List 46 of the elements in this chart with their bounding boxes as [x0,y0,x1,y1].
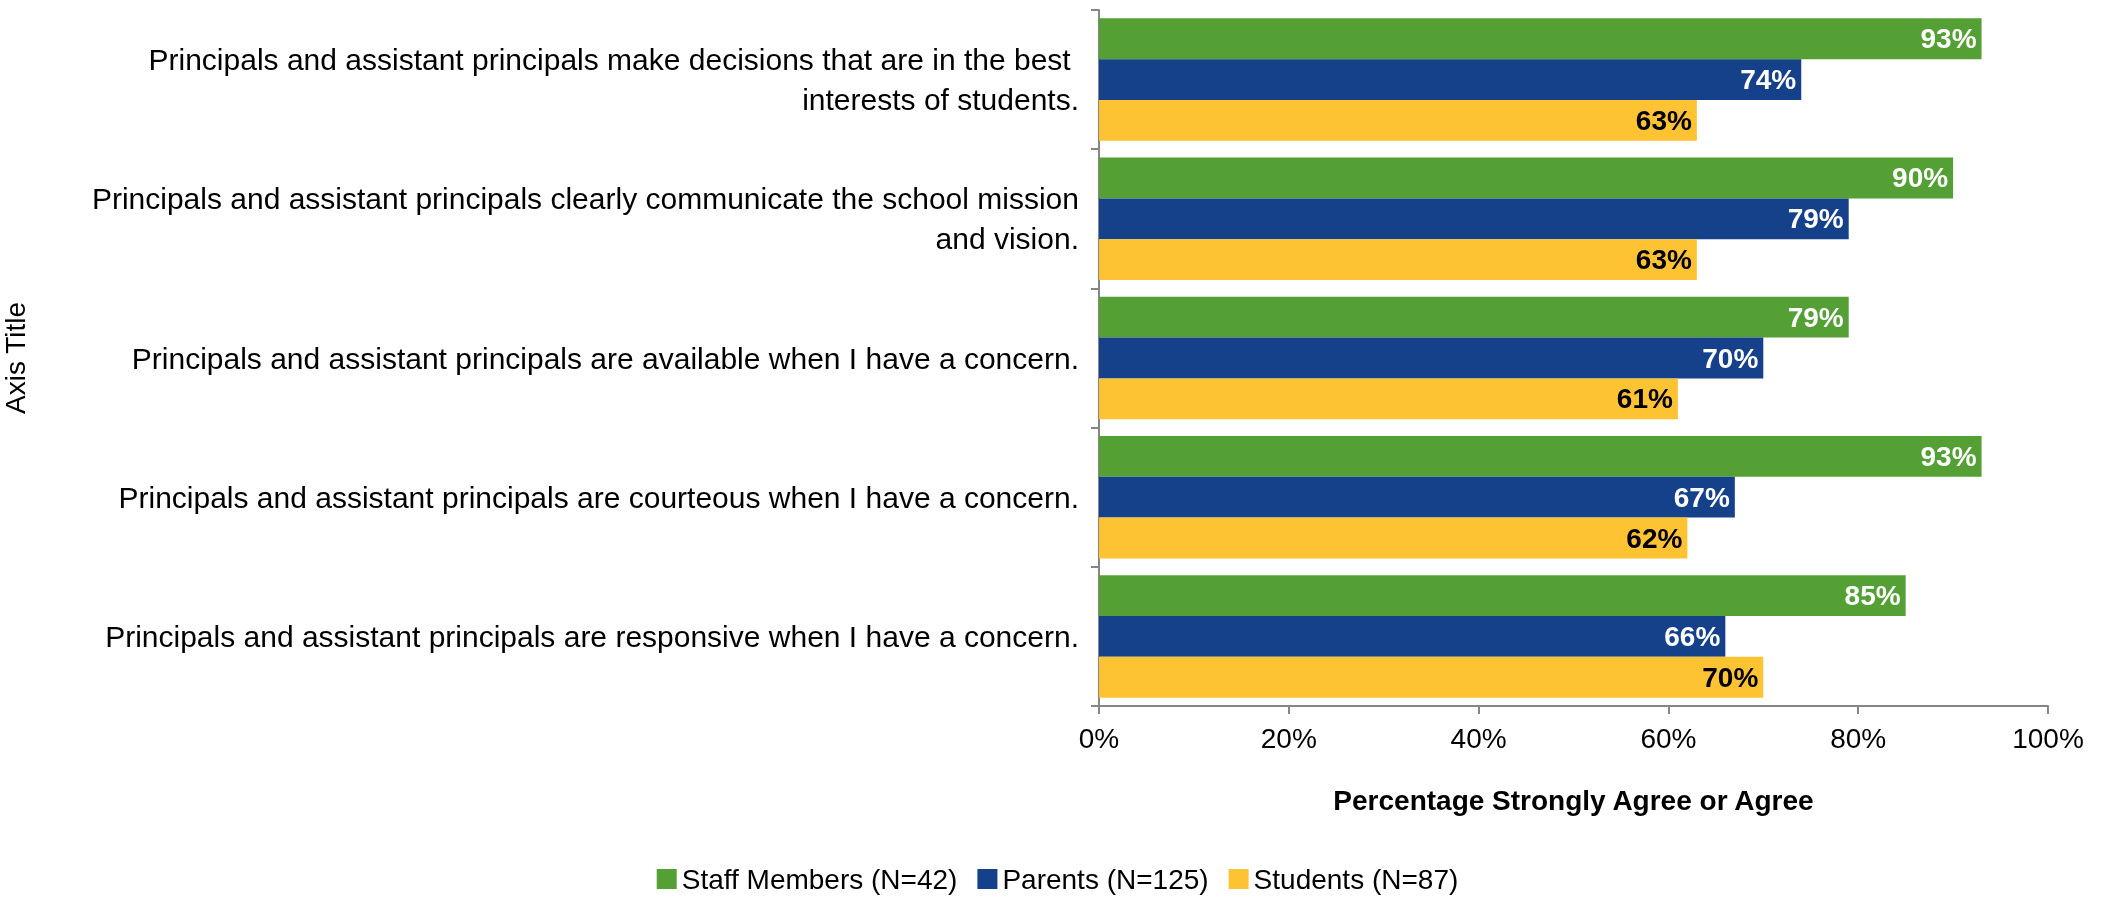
x-tick-label: 40% [1450,722,1507,754]
data-label: 66% [1664,620,1721,652]
bar [1099,575,1906,616]
x-tick-label: 20% [1260,722,1317,754]
data-label: 90% [1892,162,1949,194]
data-label: 62% [1626,522,1683,554]
bar [1099,198,1849,240]
x-tick-label: 80% [1830,722,1887,754]
bar [1099,59,1802,101]
y-tick-label: Principals and assistant principals clearly communicate the school mission and vision. [91,182,1079,256]
data-label: 85% [1844,580,1901,612]
y-tick-label: Principals and assistant principals are responsive when I have a concern. [105,619,1079,653]
legend-label: Parents (N=125) [1002,863,1209,895]
bar [1099,239,1697,281]
legend-label: Staff Members (N=42) [681,863,958,895]
bar [1099,18,1982,60]
data-label: 93% [1920,23,1977,55]
y-tick-label: Principals and assistant principals are available when I have a concern. [131,341,1079,375]
bar [1099,378,1678,420]
data-label: 93% [1920,440,1977,472]
bar [1099,296,1849,338]
bar [1099,337,1764,379]
legend-label: Students (N=87) [1253,863,1459,895]
data-label: 70% [1702,661,1759,693]
x-tick-label: 100% [2012,722,2084,754]
x-tick-label: 0% [1078,722,1120,754]
bar [1099,100,1697,141]
bar [1099,476,1735,518]
x-axis-title: Percentage Strongly Agree or Agree [1333,784,1814,816]
y-tick-label: Principals and assistant principals make decisions that are in the best interests of students. [148,43,1079,117]
bar [1099,615,1726,657]
x-tick-label: 60% [1640,722,1697,754]
y-axis-title: Axis Title [0,301,31,415]
data-label: 74% [1740,64,1797,96]
data-label: 67% [1673,481,1730,513]
data-label: 61% [1616,383,1673,415]
bar [1099,517,1688,559]
data-label: 63% [1635,244,1692,276]
y-tick-label: Principals and assistant principals are courteous when I have a concern. [118,480,1079,514]
data-label: 63% [1635,104,1692,136]
bar [1099,435,1982,477]
bar [1099,157,1954,199]
data-label: 70% [1702,342,1759,374]
data-label: 79% [1787,301,1844,333]
data-label: 79% [1787,203,1844,235]
bar [1099,656,1764,698]
